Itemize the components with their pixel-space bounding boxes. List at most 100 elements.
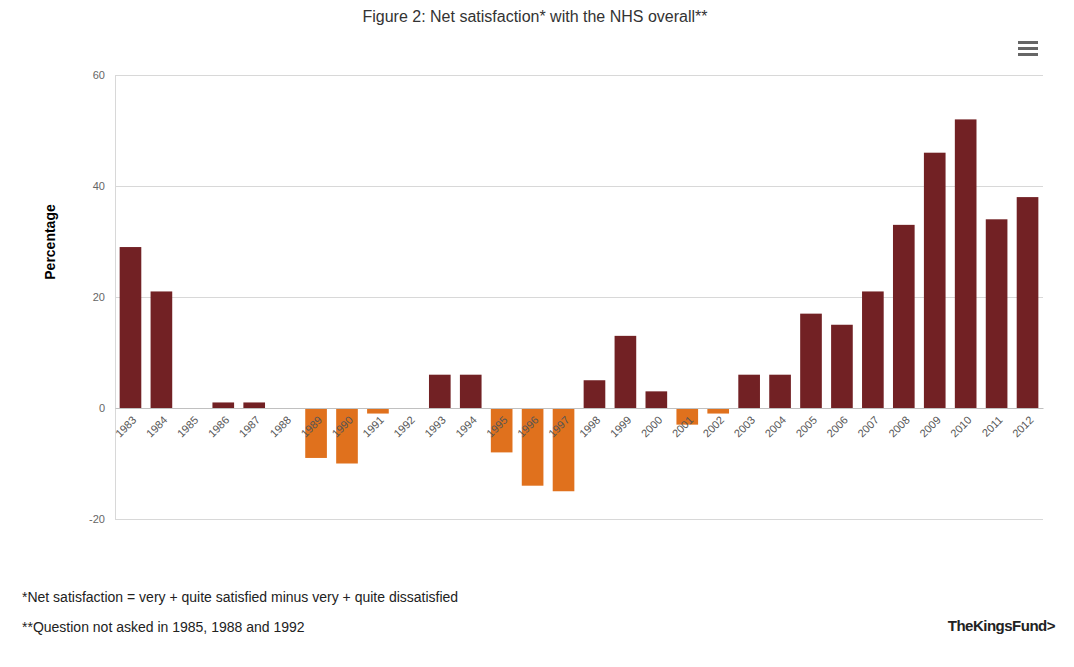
bar: [584, 380, 606, 408]
y-tick: 60: [93, 69, 1043, 81]
y-tick-label: 20: [93, 291, 105, 303]
x-tick-label: 2012: [1010, 414, 1036, 440]
x-tick-label: 1991: [360, 414, 386, 440]
x-tick-label: 1989: [298, 414, 324, 440]
y-tick-label: 60: [93, 69, 105, 81]
x-tick: 1988: [267, 414, 293, 440]
x-tick: 1998: [577, 414, 603, 440]
x-tick: 1984: [144, 414, 170, 440]
x-tick: 1991: [360, 414, 386, 440]
x-tick-label: 1986: [206, 414, 232, 440]
bar: [1017, 197, 1039, 408]
bar: [615, 336, 637, 408]
bar: [429, 375, 451, 408]
x-tick-label: 2008: [886, 414, 912, 440]
bar: [212, 402, 234, 408]
x-tick: 2005: [793, 414, 819, 440]
bar: [800, 314, 822, 408]
x-tick-label: 2001: [670, 414, 696, 440]
source-logo: TheKingsFund>: [948, 617, 1056, 634]
plot: -200204060198319841985198619871988198919…: [89, 69, 1043, 525]
x-tick: 2012: [1010, 414, 1036, 440]
menu-icon[interactable]: [1018, 41, 1038, 56]
x-tick-label: 2002: [701, 414, 727, 440]
footnote: **Question not asked in 1985, 1988 and 1…: [22, 619, 305, 635]
x-tick: 2002: [701, 414, 727, 440]
bar: [955, 119, 977, 408]
x-tick: 1985: [175, 414, 201, 440]
bars: [120, 119, 1039, 491]
x-tick: 1987: [237, 414, 263, 440]
x-tick-label: 1983: [113, 414, 139, 440]
footnote: *Net satisfaction = very + quite satisfi…: [22, 589, 458, 605]
grid-line: [115, 186, 1043, 187]
menu-bar[interactable]: [1018, 53, 1038, 56]
bar: [986, 219, 1008, 408]
x-tick-label: 2003: [731, 414, 757, 440]
y-tick: 40: [93, 180, 1043, 192]
x-tick-label: 1999: [608, 414, 634, 440]
x-tick: 1986: [206, 414, 232, 440]
title: Figure 2: Net satisfaction* with the NHS…: [362, 8, 707, 25]
x-tick: 1995: [484, 414, 510, 440]
x-tick-label: 2010: [948, 414, 974, 440]
x-tick-label: 2011: [980, 414, 1005, 439]
x-tick: 2011: [980, 414, 1005, 439]
chart: Figure 2: Net satisfaction* with the NHS…: [0, 0, 1074, 667]
bar: [646, 391, 668, 408]
x-tick: 2009: [917, 414, 943, 440]
x-tick: 1983: [113, 414, 139, 440]
y-tick-label: 0: [99, 402, 105, 414]
x-tick: 2010: [948, 414, 974, 440]
x-tick-label: 1996: [515, 414, 541, 440]
x-tick-label: 1997: [546, 414, 572, 440]
grid-line: [115, 75, 1043, 76]
x-tick-label: 1988: [267, 414, 293, 440]
x-tick-label: 1994: [453, 414, 479, 440]
bar: [769, 375, 791, 408]
x-tick: 1994: [453, 414, 479, 440]
x-tick: 1997: [546, 414, 572, 440]
x-tick: 1993: [422, 414, 448, 440]
x-tick: 2003: [731, 414, 757, 440]
bar: [151, 291, 173, 408]
y-tick-label: 40: [93, 180, 105, 192]
x-tick: 1999: [608, 414, 634, 440]
x-tick-label: 1993: [422, 414, 448, 440]
y-axis: -20 0 20 40 60: [89, 69, 1043, 525]
x-axis-line: [116, 408, 1044, 409]
grid-line: [115, 408, 1043, 409]
x-tick: 1992: [391, 414, 417, 440]
x-tick-label: 1995: [484, 414, 510, 440]
y-tick: -20: [89, 513, 1043, 525]
x-tick-label: 2004: [762, 414, 788, 440]
x-tick-label: 2005: [793, 414, 819, 440]
x-tick: 1996: [515, 414, 541, 440]
x-tick-label: 1992: [391, 414, 417, 440]
bar: [460, 375, 482, 408]
x-tick-label: 2007: [855, 414, 881, 440]
bar: [120, 247, 142, 408]
bar: [924, 153, 946, 408]
bar: [831, 325, 853, 408]
x-tick: 1990: [329, 414, 355, 440]
x-tick-label: 2000: [639, 414, 665, 440]
x-tick-label: 1985: [175, 414, 201, 440]
x-tick: 2006: [824, 414, 850, 440]
x-tick-label: 1987: [237, 414, 263, 440]
x-tick-label: 2009: [917, 414, 943, 440]
x-tick-label: 1984: [144, 414, 170, 440]
bar: [738, 375, 760, 408]
bar: [862, 291, 884, 408]
grid-line: [115, 519, 1043, 520]
x-tick: 2007: [855, 414, 881, 440]
x-axis: 1983198419851986198719881989199019911992…: [113, 409, 1044, 440]
x-tick: 2008: [886, 414, 912, 440]
menu-bar[interactable]: [1018, 47, 1038, 50]
x-tick-label: 2006: [824, 414, 850, 440]
y-axis-title: Percentage: [42, 204, 58, 280]
x-tick: 1989: [298, 414, 324, 440]
bar: [893, 225, 915, 408]
x-tick-label: 1990: [329, 414, 355, 440]
menu-bar[interactable]: [1018, 41, 1038, 44]
